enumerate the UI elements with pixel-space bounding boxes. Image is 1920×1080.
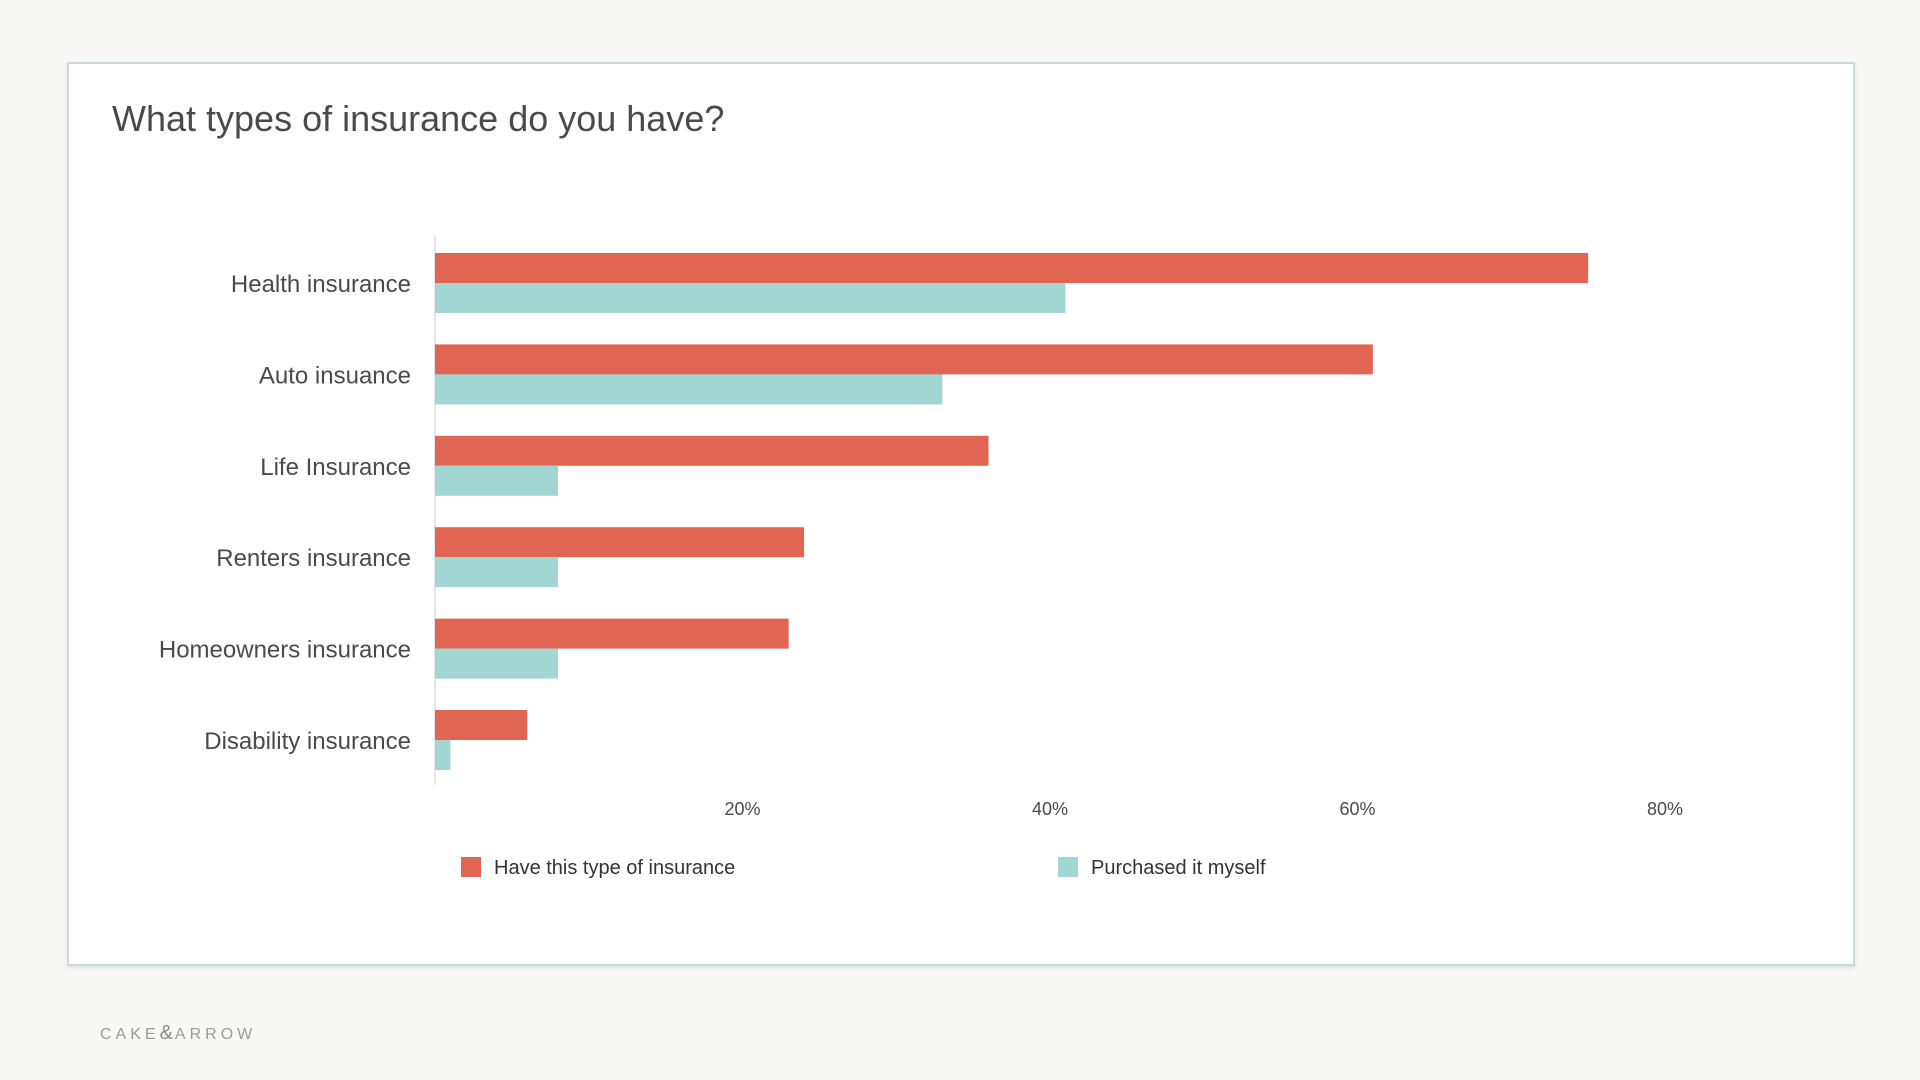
bar-purchased-4 [435, 648, 558, 679]
brand-logo: CAKE& ARROW [100, 1022, 256, 1045]
bar-chart: Health insurance Auto insuance Life Insura… [159, 235, 1683, 879]
chart-card [67, 62, 1855, 966]
bar-purchased-1 [435, 374, 943, 405]
bar-have-2 [435, 435, 989, 466]
x-axis-ticks: 20% 40% 60% 80% [724, 799, 1683, 819]
bar-have-1 [435, 344, 1373, 375]
bar-purchased-3 [435, 557, 558, 588]
legend-swatch-1 [1058, 857, 1078, 877]
category-label-0: Health insurance [231, 271, 411, 298]
legend: Have this type of insurance Purchased it … [461, 857, 1266, 879]
bar-have-4 [435, 618, 789, 649]
tick-label-1: 40% [1032, 799, 1068, 819]
bars-layer [434, 235, 1589, 785]
bar-have-0 [435, 253, 1589, 283]
category-label-1: Auto insuance [259, 362, 411, 389]
brand-word-arrow: ARROW [174, 1026, 257, 1043]
legend-label-1: Purchased it myself [1091, 857, 1266, 879]
brand-ampersand: & [159, 1022, 173, 1044]
chart-title: What types of insurance do you have? [112, 98, 725, 139]
category-label-3: Renters insurance [216, 545, 411, 572]
bar-purchased-2 [435, 465, 558, 496]
legend-swatch-0 [461, 857, 481, 877]
tick-label-2: 60% [1339, 799, 1375, 819]
brand-word-cake: CAKE [100, 1026, 160, 1043]
bar-purchased-0 [435, 283, 1066, 313]
category-label-4: Homeowners insurance [159, 637, 411, 664]
category-labels: Health insurance Auto insuance Life Insura… [159, 271, 411, 755]
category-label-2: Life Insurance [260, 454, 411, 481]
bar-purchased-5 [435, 740, 451, 770]
bar-have-5 [435, 710, 528, 740]
category-label-5: Disability insurance [204, 728, 411, 755]
legend-label-0: Have this type of insurance [494, 857, 735, 879]
tick-label-3: 80% [1647, 799, 1683, 819]
tick-label-0: 20% [724, 799, 760, 819]
bar-have-3 [435, 527, 804, 558]
